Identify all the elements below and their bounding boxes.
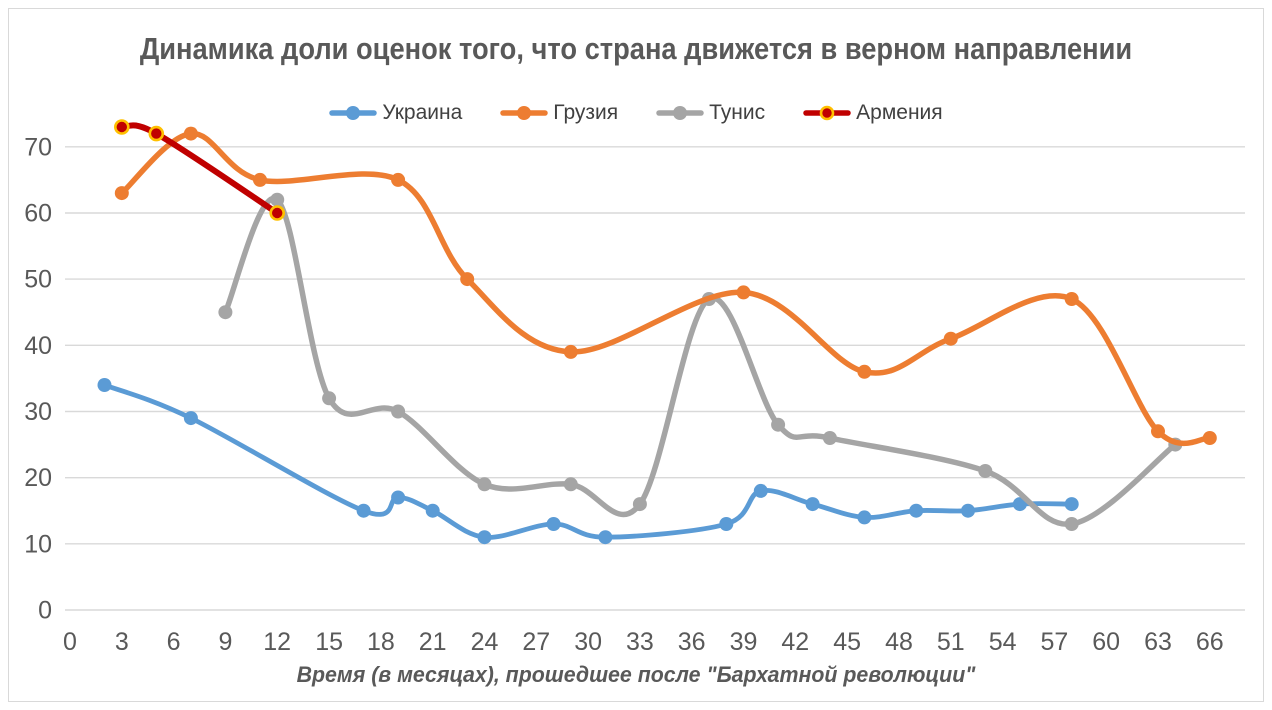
legend-marker-tunisia [656, 106, 704, 120]
series-line-tunisia [222, 195, 1179, 527]
legend: Украина Грузия Тунис Армения [0, 101, 1272, 125]
data-point-armenia [269, 205, 286, 221]
y-tick-label: 60 [24, 200, 52, 228]
series-line-ukraine [102, 382, 1075, 540]
x-tick-label: 27 [522, 628, 550, 656]
legend-label-tunisia: Тунис [709, 101, 766, 124]
x-tick-label: 42 [781, 628, 809, 656]
data-point-georgia [253, 172, 267, 187]
data-point-ukraine [909, 503, 924, 518]
data-point-tunisia [322, 391, 337, 406]
data-point-ukraine [719, 517, 734, 531]
data-point-tunisia [477, 477, 492, 492]
data-point-tunisia [218, 305, 233, 320]
data-point-tunisia [563, 477, 578, 492]
data-point-ukraine [425, 503, 440, 518]
data-point-ukraine [753, 483, 768, 498]
y-tick-label: 10 [24, 530, 52, 558]
data-point-ukraine [356, 503, 371, 518]
x-tick-label: 57 [1040, 628, 1068, 656]
data-point-tunisia [822, 431, 837, 445]
data-point-georgia [857, 364, 872, 379]
x-tick-label: 9 [218, 628, 232, 656]
x-tick-label: 6 [167, 628, 181, 656]
legend-item-georgia[interactable]: Грузия [500, 101, 618, 125]
data-point-ukraine [97, 378, 112, 392]
x-tick-label: 18 [367, 628, 395, 656]
x-tick-label: 60 [1092, 628, 1120, 656]
legend-label-armenia: Армения [856, 101, 943, 124]
data-point-ukraine [546, 517, 561, 531]
x-tick-label: 30 [574, 628, 602, 656]
x-tick-label: 51 [937, 628, 965, 656]
legend-item-ukraine[interactable]: Украина [329, 101, 462, 125]
legend-marker-armenia [803, 105, 851, 121]
data-point-georgia [183, 126, 198, 141]
x-tick-label: 36 [678, 628, 706, 656]
legend-marker-georgia [500, 106, 549, 120]
x-tick-label: 39 [730, 628, 758, 656]
data-point-georgia [460, 272, 475, 287]
y-tick-label: 30 [24, 398, 52, 426]
data-point-tunisia [270, 192, 285, 207]
data-point-ukraine [391, 490, 406, 505]
x-tick-label: 45 [833, 628, 861, 656]
data-point-ukraine [961, 503, 975, 518]
data-point-georgia [943, 331, 958, 346]
x-tick-label: 33 [626, 628, 654, 656]
legend-item-tunisia[interactable]: Тунис [656, 101, 765, 125]
y-tick-label: 20 [24, 464, 52, 492]
x-tick-label: 0 [63, 628, 77, 656]
legend-marker-ukraine [329, 106, 378, 120]
data-point-ukraine [477, 530, 492, 545]
legend-label-ukraine: Украина [382, 101, 463, 124]
x-axis-title: Время (в месяцах), прошедшее после "Барх… [296, 662, 976, 687]
data-point-ukraine [1012, 497, 1027, 512]
data-point-georgia [1151, 424, 1165, 439]
data-point-ukraine [1064, 497, 1079, 512]
data-point-ukraine [598, 530, 613, 545]
x-tick-label: 54 [989, 628, 1017, 656]
data-point-ukraine [805, 497, 820, 512]
x-tick-label: 12 [263, 628, 291, 656]
y-tick-label: 0 [38, 597, 52, 625]
legend-item-armenia[interactable]: Армения [803, 101, 943, 125]
data-point-tunisia [391, 404, 406, 419]
x-tick-label: 48 [885, 628, 913, 656]
y-tick-label: 70 [24, 133, 52, 161]
data-point-georgia [391, 172, 406, 187]
y-tick-label: 50 [24, 266, 52, 294]
x-tick-label: 21 [419, 628, 447, 656]
data-point-tunisia [1064, 517, 1079, 531]
legend-label-georgia: Грузия [553, 101, 619, 124]
data-point-ukraine [857, 510, 872, 525]
data-point-tunisia [632, 497, 647, 512]
x-tick-label: 66 [1196, 628, 1224, 656]
data-point-ukraine [183, 411, 198, 426]
x-tick-label: 15 [315, 628, 343, 656]
series-line-georgia [119, 130, 1213, 447]
data-point-georgia [736, 285, 751, 300]
data-point-georgia [1202, 431, 1217, 445]
data-point-armenia [114, 119, 130, 135]
data-point-armenia [148, 125, 165, 142]
x-tick-label: 63 [1144, 628, 1172, 656]
x-tick-label: 3 [115, 628, 129, 656]
data-point-tunisia [771, 417, 786, 432]
y-tick-label: 40 [24, 332, 52, 360]
data-point-georgia [563, 344, 578, 359]
data-point-tunisia [978, 464, 993, 478]
data-point-georgia [114, 186, 129, 201]
data-point-georgia [1064, 292, 1079, 306]
x-tick-label: 24 [471, 628, 499, 656]
chart-title: Динамика доли оценок того, что страна дв… [139, 31, 1133, 66]
